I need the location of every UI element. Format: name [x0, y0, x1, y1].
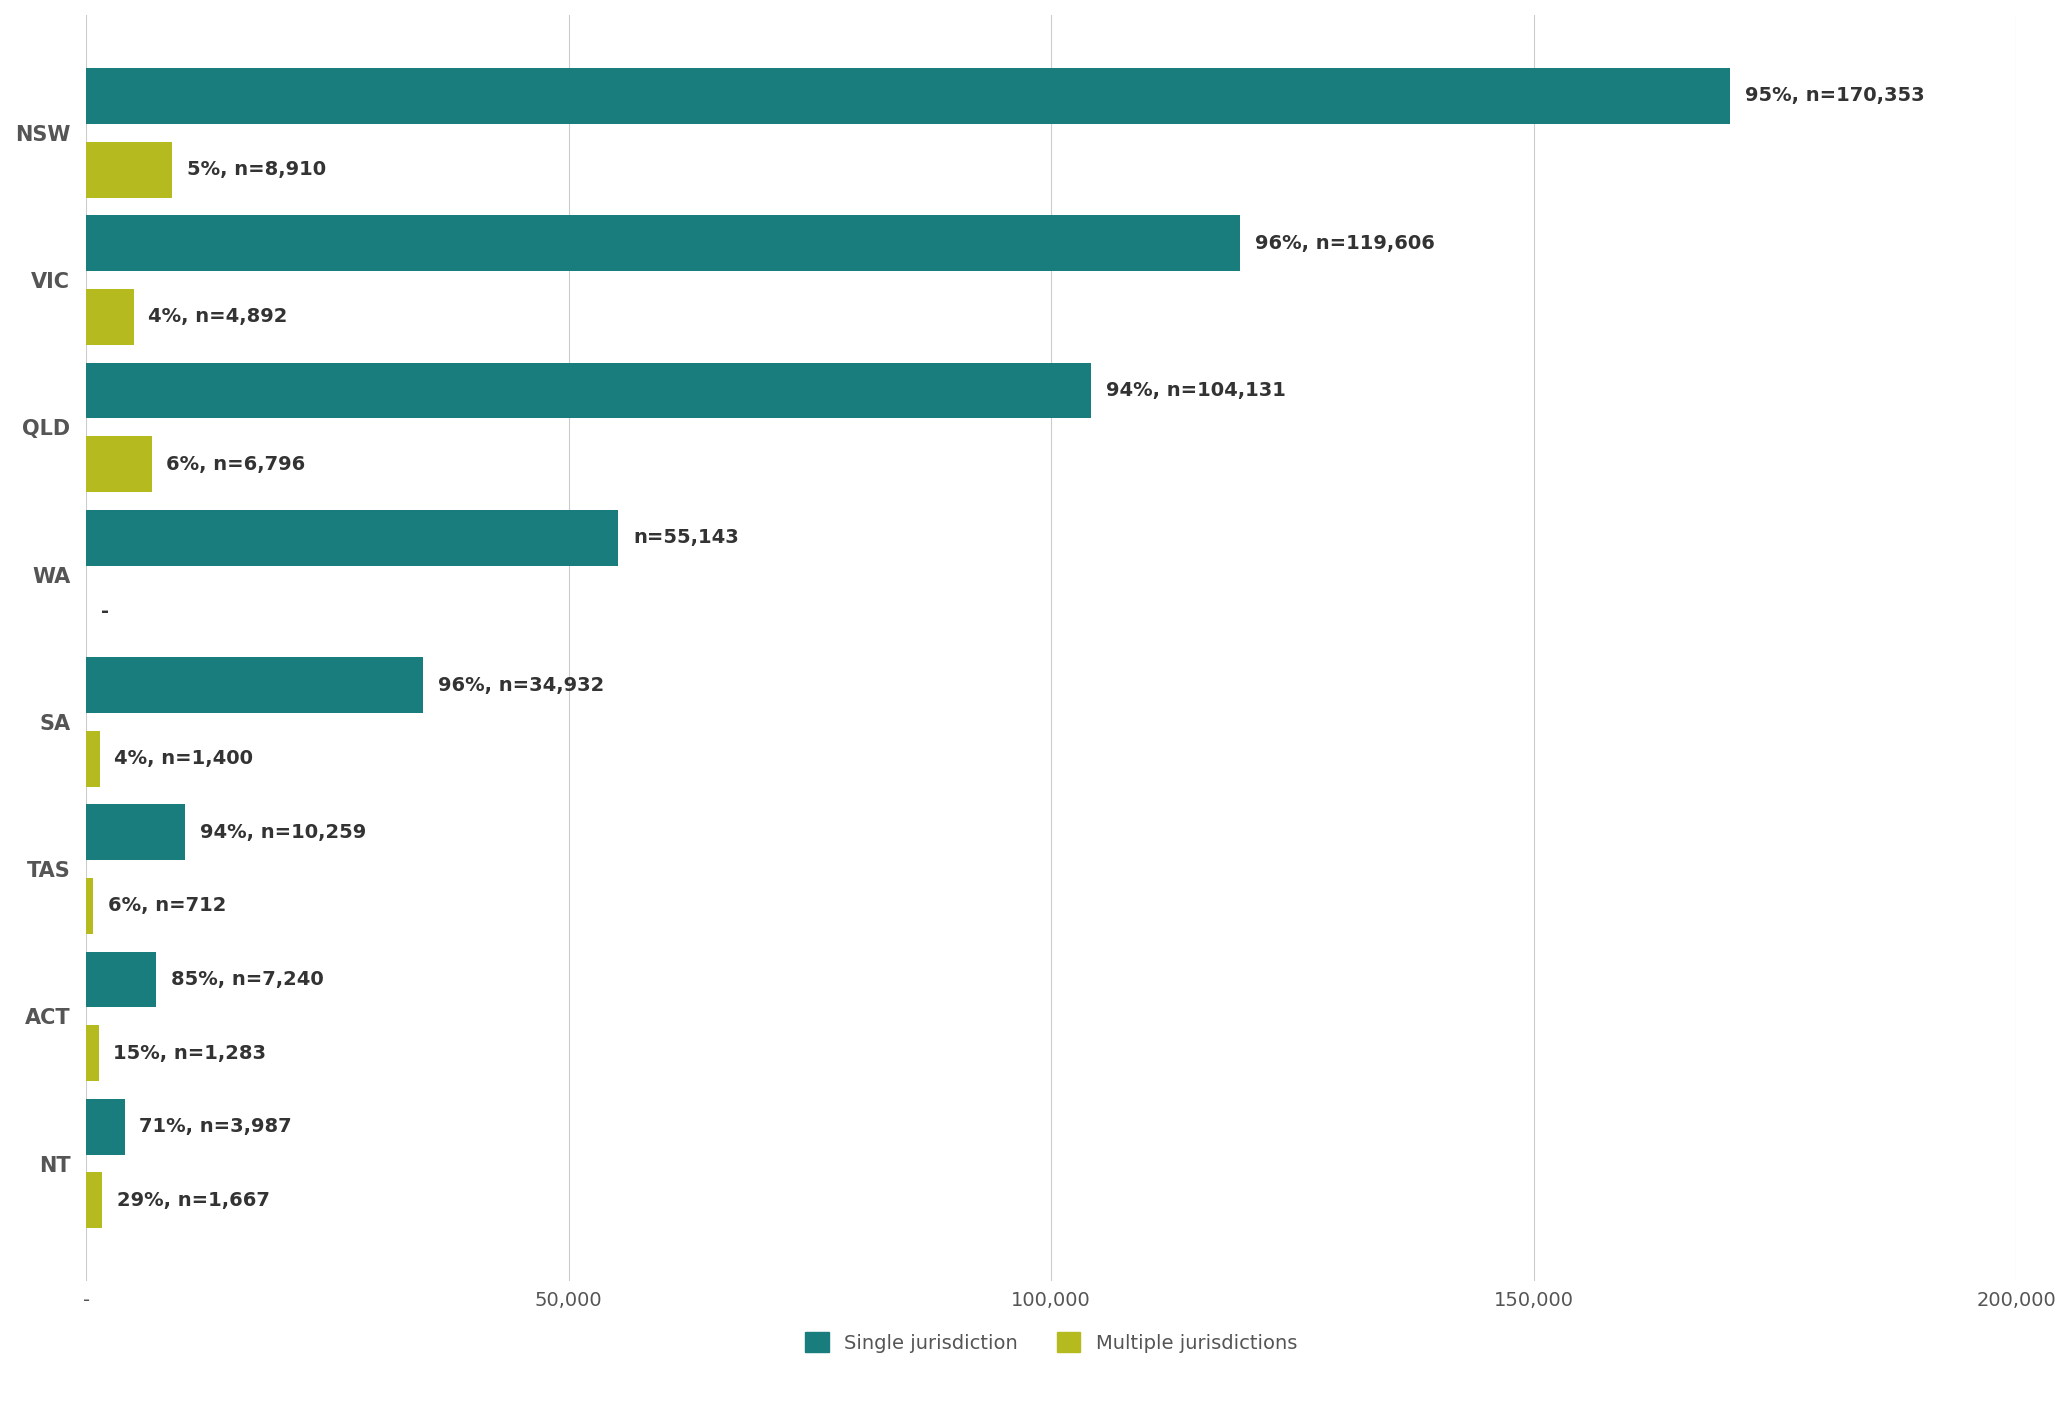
Bar: [87, 1099, 124, 1154]
Text: 96%, n=34,932: 96%, n=34,932: [437, 676, 605, 694]
Bar: [87, 142, 172, 197]
Bar: [87, 362, 1091, 419]
Bar: [87, 288, 133, 345]
Bar: [87, 436, 151, 493]
Bar: [87, 216, 1241, 271]
Text: 95%, n=170,353: 95%, n=170,353: [1744, 87, 1924, 105]
Text: 94%, n=104,131: 94%, n=104,131: [1106, 381, 1286, 400]
Text: 15%, n=1,283: 15%, n=1,283: [114, 1044, 267, 1062]
Text: 4%, n=4,892: 4%, n=4,892: [147, 307, 288, 327]
Text: 71%, n=3,987: 71%, n=3,987: [139, 1118, 292, 1136]
Bar: [87, 1173, 101, 1228]
Text: 6%, n=712: 6%, n=712: [108, 896, 226, 916]
Text: 29%, n=1,667: 29%, n=1,667: [116, 1191, 269, 1210]
Legend: Single jurisdiction, Multiple jurisdictions: Single jurisdiction, Multiple jurisdicti…: [797, 1325, 1305, 1360]
Bar: [87, 731, 99, 787]
Bar: [87, 878, 93, 934]
Text: 94%, n=10,259: 94%, n=10,259: [199, 822, 367, 842]
Text: 4%, n=1,400: 4%, n=1,400: [114, 750, 253, 768]
Text: -: -: [101, 602, 110, 621]
Text: 5%, n=8,910: 5%, n=8,910: [186, 160, 325, 179]
Text: 85%, n=7,240: 85%, n=7,240: [170, 970, 323, 988]
Bar: [87, 657, 422, 713]
Bar: [87, 804, 184, 861]
Bar: [87, 68, 1729, 124]
Text: 6%, n=6,796: 6%, n=6,796: [166, 454, 307, 474]
Text: n=55,143: n=55,143: [634, 528, 739, 547]
Bar: [87, 510, 619, 565]
Text: 96%, n=119,606: 96%, n=119,606: [1255, 234, 1435, 253]
Bar: [87, 951, 155, 1008]
Bar: [87, 1025, 99, 1081]
